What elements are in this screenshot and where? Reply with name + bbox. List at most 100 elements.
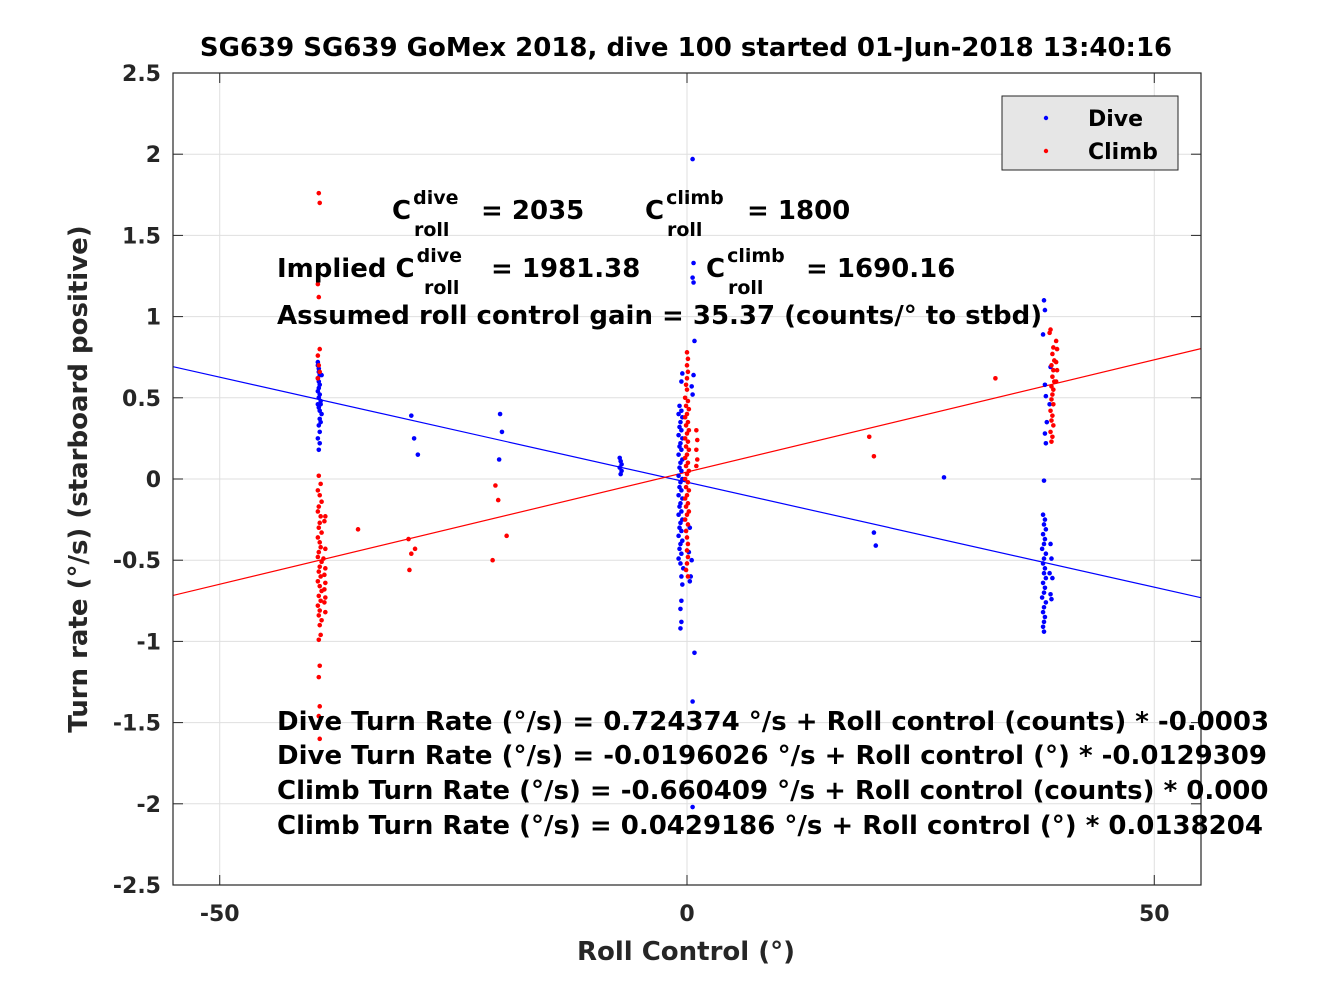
climb-point — [1048, 429, 1053, 435]
implied-dive-sup: dive — [417, 245, 462, 267]
climb-point — [684, 561, 690, 566]
climb-point — [1053, 379, 1059, 384]
dive-point — [679, 574, 684, 579]
dive-point — [679, 468, 684, 474]
climb-point — [684, 535, 690, 540]
c-dive-val: = 2035 — [472, 196, 584, 226]
climb-point — [683, 382, 689, 388]
x-tick-label: 0 — [679, 902, 694, 927]
climb-point — [1049, 397, 1054, 402]
climb-point — [315, 353, 321, 358]
dive-point — [1042, 585, 1048, 591]
dive-point — [679, 427, 684, 433]
legend: Dive Climb — [1001, 95, 1179, 171]
dive-point — [676, 556, 681, 561]
dive-point — [679, 447, 684, 453]
y-tick-label: -2 — [137, 793, 161, 818]
climb-point — [1054, 367, 1060, 373]
dive-point — [689, 384, 694, 389]
climb-point — [685, 554, 691, 560]
climb-point — [495, 497, 501, 503]
climb-point — [1050, 413, 1055, 418]
dive-point — [415, 452, 421, 457]
dive-point — [678, 520, 683, 526]
dive-point — [678, 541, 683, 547]
dive-point — [679, 598, 684, 604]
climb-point — [318, 514, 323, 519]
climb-point — [684, 350, 690, 355]
climb-point — [1053, 359, 1059, 365]
y-tick-label: -1.5 — [113, 712, 161, 737]
dive-point — [676, 492, 681, 498]
climb-point — [682, 395, 688, 401]
dive-point — [1040, 531, 1046, 537]
dive-point — [690, 804, 695, 810]
dive-point — [409, 413, 414, 418]
dive-point — [691, 372, 696, 378]
dive-point — [1042, 382, 1048, 388]
y-tick-label: 0 — [146, 468, 161, 493]
climb-point — [694, 447, 699, 453]
climb-point — [1050, 434, 1055, 440]
y-tick-label: -0.5 — [113, 549, 161, 574]
annotation-gain: Assumed roll control gain = 35.37 (count… — [277, 301, 1042, 331]
climb-point — [685, 439, 691, 444]
dive-point — [679, 509, 684, 514]
dive-point — [1042, 307, 1048, 313]
climb-point — [323, 609, 328, 615]
climb-point — [318, 574, 323, 579]
climb-point — [323, 514, 328, 519]
climb-point — [315, 603, 321, 608]
climb-point — [686, 447, 692, 453]
dive-point — [676, 533, 681, 539]
climb-point — [316, 190, 322, 196]
climb-point — [316, 593, 322, 599]
annotation-equation-1: Dive Turn Rate (°/s) = 0.724374 °/s + Ro… — [277, 707, 1269, 737]
legend-marker-dive — [1043, 115, 1049, 121]
climb-point — [318, 632, 323, 638]
climb-point — [317, 608, 323, 613]
implied-dive-sub: roll — [424, 277, 459, 299]
implied-dive-val: = 1981.38 — [482, 254, 640, 284]
dive-point — [1040, 561, 1046, 566]
climb-point — [682, 476, 688, 482]
dive-point — [677, 504, 682, 509]
y-tick-label: 2 — [146, 143, 161, 168]
dive-point — [1048, 541, 1053, 547]
climb-point — [684, 548, 690, 553]
climb-point — [321, 556, 326, 561]
dive-point — [679, 528, 684, 534]
dive-point — [678, 561, 683, 566]
legend-label-dive: Dive — [1088, 107, 1143, 132]
climb-point — [316, 363, 322, 368]
climb-point — [682, 436, 688, 441]
climb-point — [319, 617, 324, 623]
c-climb-base: C — [645, 196, 664, 226]
dive-point — [1041, 522, 1047, 527]
climb-point — [316, 549, 322, 555]
dive-point — [316, 423, 322, 428]
climb-point — [871, 453, 877, 459]
climb-point — [316, 525, 322, 531]
dive-point — [692, 338, 697, 344]
dive-point — [678, 419, 683, 425]
dive-point — [676, 473, 681, 479]
legend-label-climb: Climb — [1088, 140, 1158, 165]
climb-point — [316, 294, 322, 300]
dive-point — [1041, 570, 1047, 576]
y-tick-label: 0.5 — [122, 387, 161, 412]
legend-box — [1001, 95, 1179, 171]
dive-point — [318, 398, 323, 404]
climb-point — [684, 512, 690, 518]
climb-point — [316, 473, 322, 479]
annotation-equation-4: Climb Turn Rate (°/s) = 0.0429186 °/s + … — [277, 811, 1263, 841]
dive-point — [496, 457, 502, 462]
implied-climb-val: = 1690.16 — [797, 254, 955, 284]
climb-point — [683, 567, 689, 573]
climb-point — [317, 520, 323, 526]
climb-point — [315, 535, 321, 540]
climb-point — [317, 704, 323, 709]
dive-point — [1041, 478, 1047, 483]
